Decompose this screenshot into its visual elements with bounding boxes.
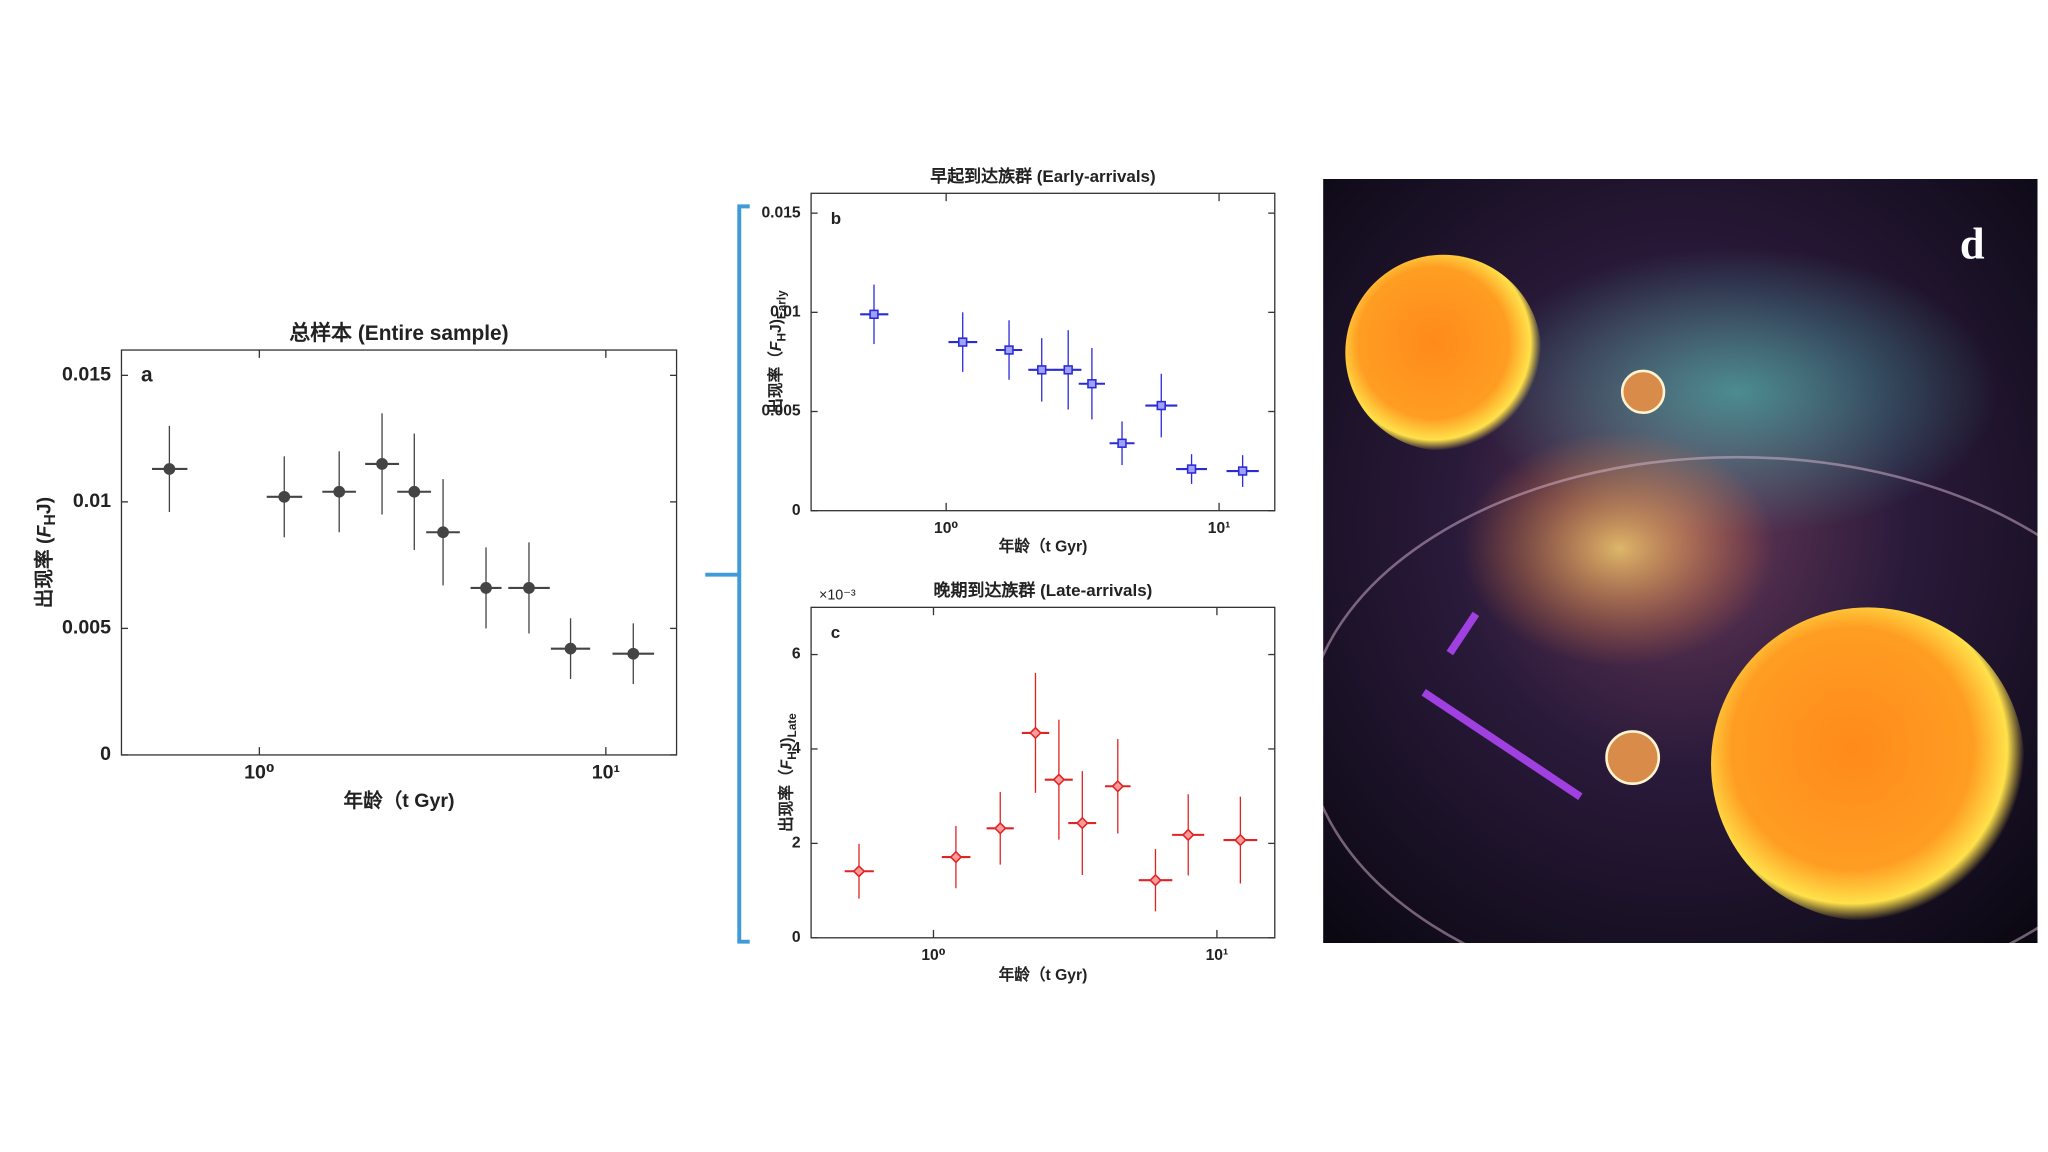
x-tick-label: 10¹ bbox=[592, 761, 620, 783]
y-axis-label-part: J) bbox=[768, 319, 785, 333]
y-axis-label-part: Early bbox=[775, 290, 788, 319]
point bbox=[949, 850, 963, 864]
point bbox=[627, 647, 640, 660]
y-axis-label: 出现率 (FHJ) bbox=[33, 497, 59, 608]
point bbox=[869, 309, 879, 320]
x-axis-label: 年龄（t Gyr) bbox=[344, 789, 455, 812]
y-axis-label: 出现率（FHJ)Late bbox=[777, 713, 799, 832]
point bbox=[852, 864, 866, 878]
plot-area bbox=[120, 349, 678, 756]
point bbox=[1029, 726, 1042, 740]
point bbox=[1063, 365, 1073, 375]
y-axis-label-part: J) bbox=[779, 737, 796, 751]
x-tick-label: 10⁰ bbox=[934, 520, 958, 537]
x-tick-label: 10⁰ bbox=[244, 761, 274, 783]
point bbox=[1181, 828, 1195, 842]
x-tick-label: 10⁰ bbox=[921, 947, 945, 964]
point bbox=[1237, 466, 1248, 476]
y-tick-label: 0.015 bbox=[761, 204, 800, 221]
bracket bbox=[705, 204, 750, 944]
y-axis-label: 出现率（FHJ)Early bbox=[766, 290, 788, 414]
y-tick-label: 0.015 bbox=[62, 364, 111, 386]
y-tick-label: 2 bbox=[792, 835, 801, 852]
point bbox=[1052, 773, 1066, 786]
point bbox=[1037, 365, 1047, 375]
point bbox=[1004, 345, 1014, 355]
y-tick-label: 4 bbox=[792, 740, 801, 757]
x-tick-label: 10¹ bbox=[1206, 947, 1229, 964]
point bbox=[333, 485, 346, 498]
y-axis-label-part: H bbox=[775, 333, 788, 342]
y-axis-label-part: 出现率 ( bbox=[33, 537, 56, 608]
y-tick-label: 0.005 bbox=[761, 403, 800, 420]
point bbox=[1149, 873, 1162, 887]
point bbox=[1087, 379, 1097, 389]
panel-label: a bbox=[141, 364, 153, 387]
point bbox=[523, 582, 535, 594]
y-tick-label: 0.01 bbox=[770, 303, 801, 320]
panel-label: d bbox=[1960, 218, 1985, 268]
y-axis-label-part: F bbox=[768, 341, 785, 351]
point bbox=[480, 582, 492, 594]
panel-label: b bbox=[831, 209, 841, 228]
x-axis-label: 年龄（t Gyr) bbox=[999, 965, 1088, 984]
point bbox=[1075, 816, 1089, 830]
chart-title: 晚期到达族群 (Late-arrivals) bbox=[934, 580, 1153, 600]
y-axis-label-part: 出现率（ bbox=[777, 769, 796, 832]
point bbox=[1234, 833, 1247, 847]
y-tick-label: 0 bbox=[792, 502, 801, 519]
y-tick-label: 0.005 bbox=[62, 617, 111, 639]
point bbox=[1111, 779, 1125, 793]
point bbox=[1186, 464, 1197, 474]
chart-title: 总样本 (Entire sample) bbox=[289, 321, 508, 345]
y-exponent-label: ×10⁻³ bbox=[819, 587, 856, 603]
y-tick-label: 6 bbox=[792, 646, 801, 663]
point bbox=[1156, 400, 1166, 411]
point bbox=[408, 485, 421, 498]
point bbox=[564, 642, 577, 655]
y-tick-label: 0 bbox=[100, 743, 111, 765]
point bbox=[163, 463, 176, 475]
illustration bbox=[1323, 178, 2038, 944]
point bbox=[958, 337, 968, 347]
y-tick-label: 0 bbox=[792, 929, 801, 946]
chart-title: 早起到达族群 (Early-arrivals) bbox=[930, 166, 1155, 186]
point bbox=[437, 526, 449, 539]
point bbox=[376, 458, 388, 470]
plot-area bbox=[810, 192, 1276, 512]
y-axis-label-part: J) bbox=[34, 497, 56, 514]
point bbox=[993, 821, 1007, 835]
point bbox=[278, 490, 291, 503]
y-tick-label: 0.01 bbox=[73, 490, 111, 512]
x-tick-label: 10¹ bbox=[1208, 520, 1231, 537]
y-axis-label-part: H bbox=[786, 751, 799, 760]
point bbox=[1117, 438, 1127, 448]
y-axis-label-part: F bbox=[779, 759, 796, 769]
x-axis-label: 年龄（t Gyr) bbox=[999, 536, 1088, 555]
y-axis-label-part: F bbox=[34, 524, 56, 537]
plot-area bbox=[810, 606, 1276, 939]
panel-label: c bbox=[831, 623, 840, 642]
y-axis-label-part: Late bbox=[786, 713, 799, 738]
y-axis-label-part: 出现率（ bbox=[766, 351, 785, 414]
y-axis-label-part: H bbox=[42, 514, 59, 525]
